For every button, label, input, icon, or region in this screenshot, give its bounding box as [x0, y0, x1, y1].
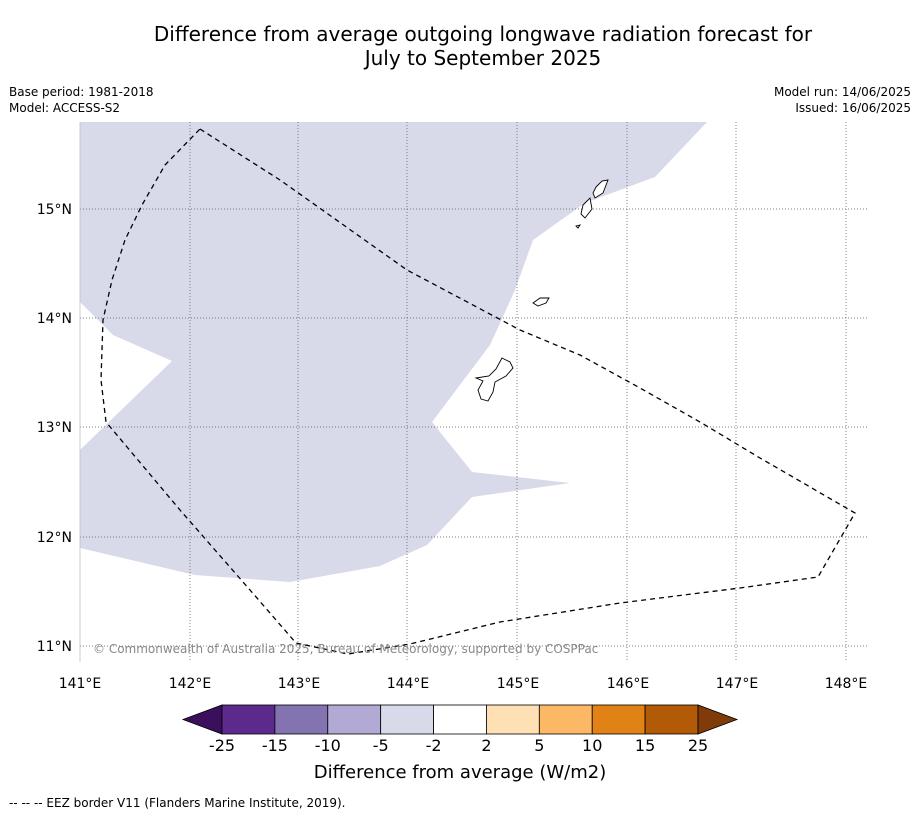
island-guam: [474, 357, 514, 402]
colorbar-box: [327, 704, 382, 735]
colorbar-box: [486, 704, 540, 735]
map-panel: © Commonwealth of Australia 2025, Bureau…: [37, 122, 868, 692]
lon-label-141e: 141°E: [59, 676, 102, 692]
colorbar-box: [538, 704, 593, 735]
colorbar-box: [274, 704, 329, 735]
colorbar-extend-low: [181, 704, 223, 735]
colorbar-tick-label: -25: [209, 736, 235, 755]
colorbar-tick-label: 10: [582, 736, 602, 755]
lat-label-11n: 11°N: [37, 639, 72, 655]
model-run: Model run: 14/06/2025: [773, 85, 911, 99]
lat-label-13n: 13°N: [37, 420, 72, 436]
meta-right: Model run: 14/06/2025 Issued: 16/06/2025: [774, 84, 911, 116]
island-saipan: [592, 179, 609, 199]
colorbar-box: [221, 704, 276, 735]
island-aguijan: [575, 224, 582, 229]
colorbar-tick-label: -2: [426, 736, 442, 755]
copyright-text: © Commonwealth of Australia 2025, Bureau…: [93, 642, 598, 656]
model-name: Model: ACCESS-S2: [9, 101, 121, 115]
lat-label-14n: 14°N: [37, 311, 72, 327]
colorbar-box: [644, 704, 699, 735]
base-period: Base period: 1981-2018: [9, 85, 154, 99]
lat-label-12n: 12°N: [37, 530, 72, 546]
title-line-2: July to September 2025: [364, 46, 602, 70]
colorbar-box: [380, 704, 434, 735]
anomaly-region: [80, 122, 707, 582]
issued-date: Issued: 16/06/2025: [795, 101, 911, 115]
colorbar-label: Difference from average (W/m2): [314, 762, 606, 783]
title-line-1: Difference from average outgoing longwav…: [153, 22, 813, 46]
colorbar: -25 -15 -10 -5 -2 2 5 10 15 25: [181, 704, 739, 755]
lon-label-142e: 142°E: [169, 676, 212, 692]
colorbar-extend-high: [697, 704, 739, 735]
colorbar-tick-label: -5: [373, 736, 389, 755]
colorbar-tick-label: -15: [262, 736, 288, 755]
lon-label-146e: 146°E: [607, 676, 650, 692]
colorbar-tick-label: 2: [481, 736, 491, 755]
lon-label-144e: 144°E: [387, 676, 430, 692]
lon-label-145e: 145°E: [497, 676, 540, 692]
lon-label-143e: 143°E: [278, 676, 321, 692]
island-rota: [532, 297, 550, 307]
meta-left: Base period: 1981-2018 Model: ACCESS-S2: [9, 84, 154, 116]
eez-border: [100, 128, 856, 655]
colorbar-tick-label: 15: [635, 736, 655, 755]
colorbar-box: [591, 704, 646, 735]
colorbar-tick-label: -10: [315, 736, 341, 755]
eez-footnote: -- -- -- EEZ border V11 (Flanders Marine…: [9, 796, 346, 810]
gridlines: [80, 122, 868, 662]
latitude-labels: 15°N 14°N 13°N 12°N 11°N: [37, 202, 72, 655]
lon-label-147e: 147°E: [716, 676, 759, 692]
colorbar-tick-label: 5: [534, 736, 544, 755]
lon-label-148e: 148°E: [825, 676, 868, 692]
colorbar-tick-label: 25: [688, 736, 708, 755]
lat-label-15n: 15°N: [37, 202, 72, 218]
colorbar-box: [433, 704, 487, 735]
island-tinian: [580, 197, 593, 219]
longitude-labels: 141°E 142°E 143°E 144°E 145°E 146°E 147°…: [59, 676, 868, 692]
islands: [474, 179, 609, 402]
map-title: Difference from average outgoing longwav…: [0, 22, 919, 70]
